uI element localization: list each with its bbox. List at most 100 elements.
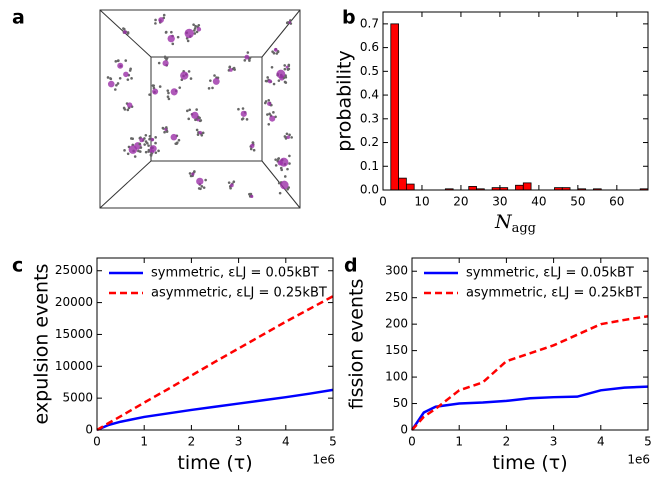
x-offset-label: 1e6 bbox=[627, 453, 650, 467]
panel-label: c bbox=[12, 255, 23, 277]
core bbox=[170, 88, 178, 96]
bead bbox=[209, 79, 212, 82]
bead bbox=[200, 185, 204, 188]
x-tick-label: 1 bbox=[455, 435, 463, 449]
core bbox=[162, 60, 169, 67]
bead bbox=[193, 27, 197, 30]
bead bbox=[167, 97, 171, 101]
bead bbox=[192, 23, 195, 26]
core bbox=[198, 130, 202, 135]
y-tick-label: 200 bbox=[385, 317, 408, 331]
core bbox=[170, 133, 178, 141]
bead bbox=[228, 65, 232, 69]
core bbox=[128, 145, 138, 154]
bead bbox=[287, 67, 291, 71]
y-tick-label: 15000 bbox=[55, 327, 93, 341]
y-tick-label: 0 bbox=[400, 423, 408, 437]
bead bbox=[241, 117, 245, 120]
x-axis-label: time (τ) bbox=[492, 452, 567, 474]
bead bbox=[170, 30, 173, 34]
y-tick-label: 20000 bbox=[55, 295, 93, 309]
bead bbox=[177, 138, 181, 142]
bead bbox=[278, 191, 282, 195]
core bbox=[180, 71, 189, 80]
bead bbox=[201, 131, 205, 135]
bead bbox=[162, 127, 165, 130]
core bbox=[244, 54, 250, 60]
bead bbox=[154, 18, 157, 22]
bar bbox=[468, 186, 477, 191]
micelles bbox=[106, 13, 293, 199]
core bbox=[164, 128, 168, 131]
bead bbox=[211, 86, 214, 90]
y-tick-label: 50 bbox=[393, 396, 408, 410]
core bbox=[279, 157, 289, 167]
core bbox=[152, 88, 159, 95]
y-tick-label: 300 bbox=[385, 264, 408, 278]
x-tick-label: 2 bbox=[188, 435, 196, 449]
bead bbox=[150, 152, 154, 155]
bead bbox=[272, 111, 275, 114]
bead bbox=[165, 130, 169, 133]
y-tick-label: 0.4 bbox=[360, 88, 379, 102]
bead bbox=[283, 67, 287, 71]
bead bbox=[157, 61, 161, 65]
bead bbox=[275, 52, 279, 55]
bead bbox=[144, 140, 148, 143]
x-tick-label: 4 bbox=[282, 435, 290, 449]
core bbox=[139, 137, 144, 143]
x-tick-label: 50 bbox=[570, 195, 585, 209]
core bbox=[286, 135, 291, 140]
bead bbox=[174, 142, 178, 145]
bead bbox=[246, 51, 250, 54]
y-tick-label: 0.5 bbox=[360, 64, 379, 78]
y-tick-label: 100 bbox=[385, 370, 408, 384]
bead bbox=[129, 67, 132, 71]
bead bbox=[283, 175, 287, 178]
bead bbox=[199, 187, 202, 191]
bar bbox=[390, 23, 399, 191]
bead bbox=[194, 24, 197, 28]
bar bbox=[522, 182, 532, 191]
bead bbox=[198, 116, 201, 120]
bead bbox=[176, 35, 180, 39]
bead bbox=[123, 27, 126, 31]
bead bbox=[126, 108, 130, 112]
bead bbox=[286, 187, 289, 191]
bead bbox=[249, 147, 253, 151]
x-tick-label: 30 bbox=[492, 195, 507, 209]
legend-label: symmetric, εLJ = 0.05kBT bbox=[151, 266, 319, 281]
bead bbox=[166, 95, 170, 99]
bead bbox=[195, 30, 199, 34]
y-axis-label: probability bbox=[334, 50, 356, 151]
y-tick-label: 5000 bbox=[62, 391, 93, 405]
bead bbox=[109, 77, 113, 81]
series-line bbox=[410, 385, 649, 431]
bead bbox=[163, 55, 167, 59]
bead bbox=[241, 107, 245, 110]
core bbox=[267, 101, 272, 106]
simulation-snapshot bbox=[99, 9, 301, 209]
bead bbox=[158, 85, 162, 88]
bead bbox=[148, 134, 152, 138]
x-tick-label: 3 bbox=[235, 435, 243, 449]
y-axis-label: fission events bbox=[346, 279, 368, 410]
bead bbox=[195, 108, 198, 111]
y-tick-label: 0.7 bbox=[360, 16, 379, 30]
core bbox=[107, 80, 115, 88]
bead bbox=[287, 63, 291, 67]
core bbox=[229, 183, 234, 188]
bead bbox=[252, 148, 256, 152]
bead bbox=[123, 149, 126, 152]
bead bbox=[130, 77, 133, 80]
bead bbox=[232, 66, 236, 70]
bead bbox=[195, 128, 199, 132]
bead bbox=[154, 141, 157, 145]
bead bbox=[285, 21, 289, 25]
core bbox=[250, 194, 254, 199]
core bbox=[126, 102, 133, 108]
bead bbox=[126, 152, 130, 156]
bead bbox=[266, 113, 269, 116]
